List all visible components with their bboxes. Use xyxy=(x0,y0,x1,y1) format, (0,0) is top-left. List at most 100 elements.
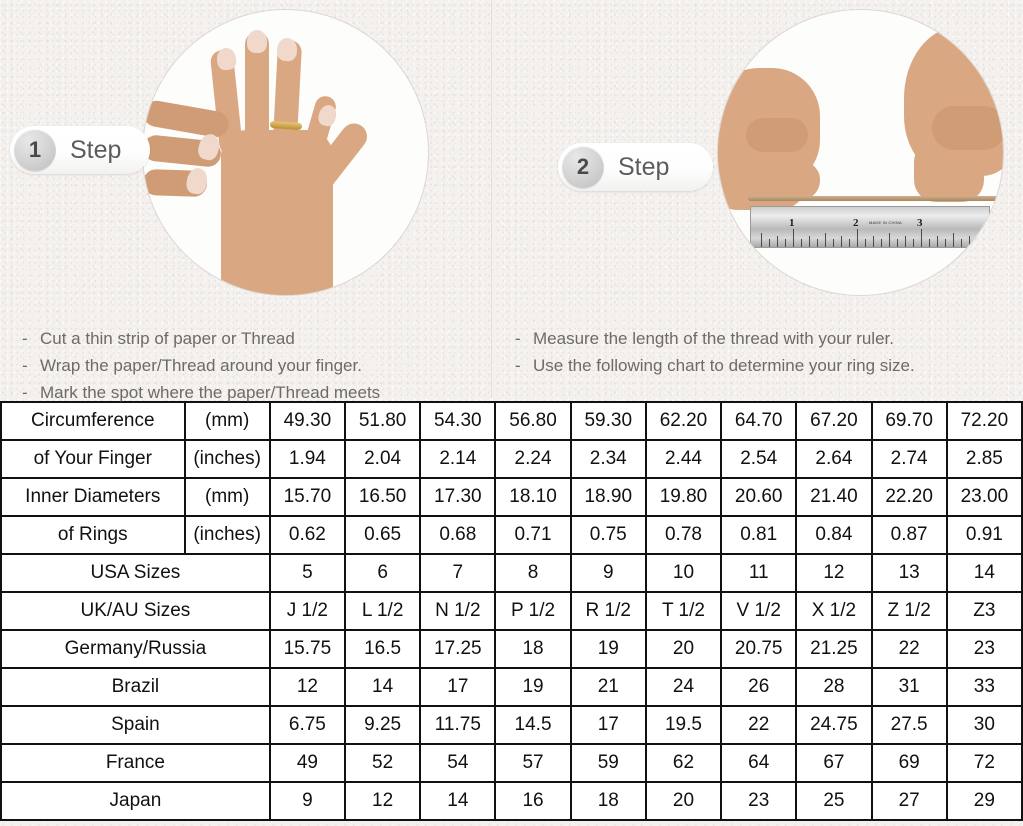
table-cell: 69.70 xyxy=(870,401,948,441)
table-cell: 14 xyxy=(419,781,497,821)
table-cell: 18.90 xyxy=(569,477,647,517)
bullet-dash: - xyxy=(22,329,28,348)
table-cell: 54 xyxy=(419,743,497,783)
table-cell: 0.87 xyxy=(870,515,948,555)
row-header: UK/AU Sizes xyxy=(0,591,271,631)
table-cell: 2.54 xyxy=(720,439,798,479)
table-cell: 19 xyxy=(494,667,572,707)
table-cell: 22 xyxy=(870,629,948,669)
table-cell: 18 xyxy=(569,781,647,821)
step-panel-2: 1 2 3 MADE IN CHINA 2 Step - Measure the … xyxy=(492,0,1023,400)
table-cell: 30 xyxy=(945,705,1023,745)
table-cell: 16.50 xyxy=(343,477,422,517)
table-cell: 17.25 xyxy=(419,629,497,669)
table-cell: Z 1/2 xyxy=(870,591,948,631)
table-cell: 0.78 xyxy=(644,515,723,555)
table-cell: 15.75 xyxy=(268,629,347,669)
table-cell: 27.5 xyxy=(870,705,948,745)
table-cell: 59 xyxy=(569,743,647,783)
table-cell: 21.40 xyxy=(795,477,873,517)
table-cell: 2.14 xyxy=(419,439,497,479)
table-cell: 31 xyxy=(870,667,948,707)
table-cell: T 1/2 xyxy=(644,591,723,631)
table-cell: 24.75 xyxy=(795,705,873,745)
table-cell: V 1/2 xyxy=(720,591,798,631)
table-cell: 12 xyxy=(343,781,422,821)
table-cell: J 1/2 xyxy=(268,591,347,631)
table-row: Brazil 12 14 17 19 21 24 26 28 31 33 xyxy=(0,667,1023,707)
table-row: France 49 52 54 57 59 62 64 67 69 72 xyxy=(0,743,1023,783)
step-1-badge: 1 Step xyxy=(10,126,150,174)
table-cell: 25 xyxy=(795,781,873,821)
table-cell: L 1/2 xyxy=(343,591,422,631)
table-cell: 19 xyxy=(569,629,647,669)
row-header: of Your Finger xyxy=(0,439,186,479)
ruler-imprint: MADE IN CHINA xyxy=(869,220,902,225)
size-conversion-table: Circumference (mm) 49.30 51.80 54.30 56.80 59.… xyxy=(0,401,1023,821)
table-row: Inner Diameters (mm) 15.70 16.50 17.30 18.10 1… xyxy=(0,477,1023,517)
table-cell: 59.30 xyxy=(569,401,647,441)
table-cell: 20.75 xyxy=(720,629,798,669)
table-cell: 62.20 xyxy=(644,401,723,441)
table-cell: 56.80 xyxy=(494,401,572,441)
table-cell: 2.34 xyxy=(569,439,647,479)
instruction-text: Wrap the paper/Thread around your finger… xyxy=(40,356,362,375)
table-cell: 14 xyxy=(945,553,1023,593)
thread-and-ruler-illustration: 1 2 3 MADE IN CHINA xyxy=(718,10,1003,295)
table-cell: 18 xyxy=(494,629,572,669)
step-2-label: Step xyxy=(618,152,670,181)
table-cell: 2.04 xyxy=(343,439,422,479)
table-cell: 21.25 xyxy=(795,629,873,669)
table-cell: 0.71 xyxy=(494,515,572,555)
table-cell: 0.91 xyxy=(945,515,1023,555)
bullet-dash: - xyxy=(515,329,521,348)
list-item: - Wrap the paper/Thread around your finge… xyxy=(22,352,380,379)
row-header: Inner Diameters xyxy=(0,477,186,517)
table-row: Circumference (mm) 49.30 51.80 54.30 56.80 59.… xyxy=(0,401,1023,441)
table-cell: P 1/2 xyxy=(494,591,572,631)
unit-cell: (mm) xyxy=(183,477,271,517)
table-cell: 22.20 xyxy=(870,477,948,517)
table-cell: 2.64 xyxy=(795,439,873,479)
row-header: France xyxy=(0,743,271,783)
steps-section: 1 Step - Cut a thin strip of paper or Thr… xyxy=(0,0,1023,402)
table-cell: 2.44 xyxy=(644,439,723,479)
table-cell: 6 xyxy=(343,553,422,593)
table-cell: 9.25 xyxy=(343,705,422,745)
table-cell: 69 xyxy=(870,743,948,783)
instruction-text: Use the following chart to determine you… xyxy=(533,356,915,375)
step-2-badge: 2 Step xyxy=(558,143,713,191)
bullet-dash: - xyxy=(515,356,521,375)
table-cell: 51.80 xyxy=(343,401,422,441)
table-cell: 11.75 xyxy=(419,705,497,745)
step-1-photo xyxy=(143,10,428,295)
table-cell: 17 xyxy=(569,705,647,745)
table-cell: 22 xyxy=(720,705,798,745)
row-header: Circumference xyxy=(0,401,186,441)
unit-cell: (inches) xyxy=(183,439,271,479)
list-item: - Mark the spot where the paper/Thread me… xyxy=(22,379,380,406)
row-header: of Rings xyxy=(0,515,186,555)
ruler-mark: 3 xyxy=(917,217,923,229)
thread xyxy=(748,196,1000,201)
table-cell: 21 xyxy=(569,667,647,707)
table-cell: 0.84 xyxy=(795,515,873,555)
table-cell: 13 xyxy=(870,553,948,593)
ruler-mark: 2 xyxy=(853,217,859,229)
ruler-mark: 1 xyxy=(789,217,795,229)
table-cell: 12 xyxy=(268,667,347,707)
table-cell: 9 xyxy=(569,553,647,593)
ring-size-chart: Circumference (mm) 49.30 51.80 54.30 56.80 59.… xyxy=(0,401,1023,821)
table-cell: 6.75 xyxy=(268,705,347,745)
table-cell: 14 xyxy=(343,667,422,707)
hand-with-ring-illustration xyxy=(143,10,428,295)
table-cell: 2.85 xyxy=(945,439,1023,479)
table-cell: Z3 xyxy=(945,591,1023,631)
table-cell: 26 xyxy=(720,667,798,707)
step-1-number: 1 xyxy=(14,129,56,171)
table-row: Japan 9 12 14 16 18 20 23 25 27 29 xyxy=(0,781,1023,821)
table-cell: 7 xyxy=(419,553,497,593)
table-cell: 0.68 xyxy=(419,515,497,555)
ruler: 1 2 3 MADE IN CHINA xyxy=(750,206,990,248)
table-cell: R 1/2 xyxy=(569,591,647,631)
